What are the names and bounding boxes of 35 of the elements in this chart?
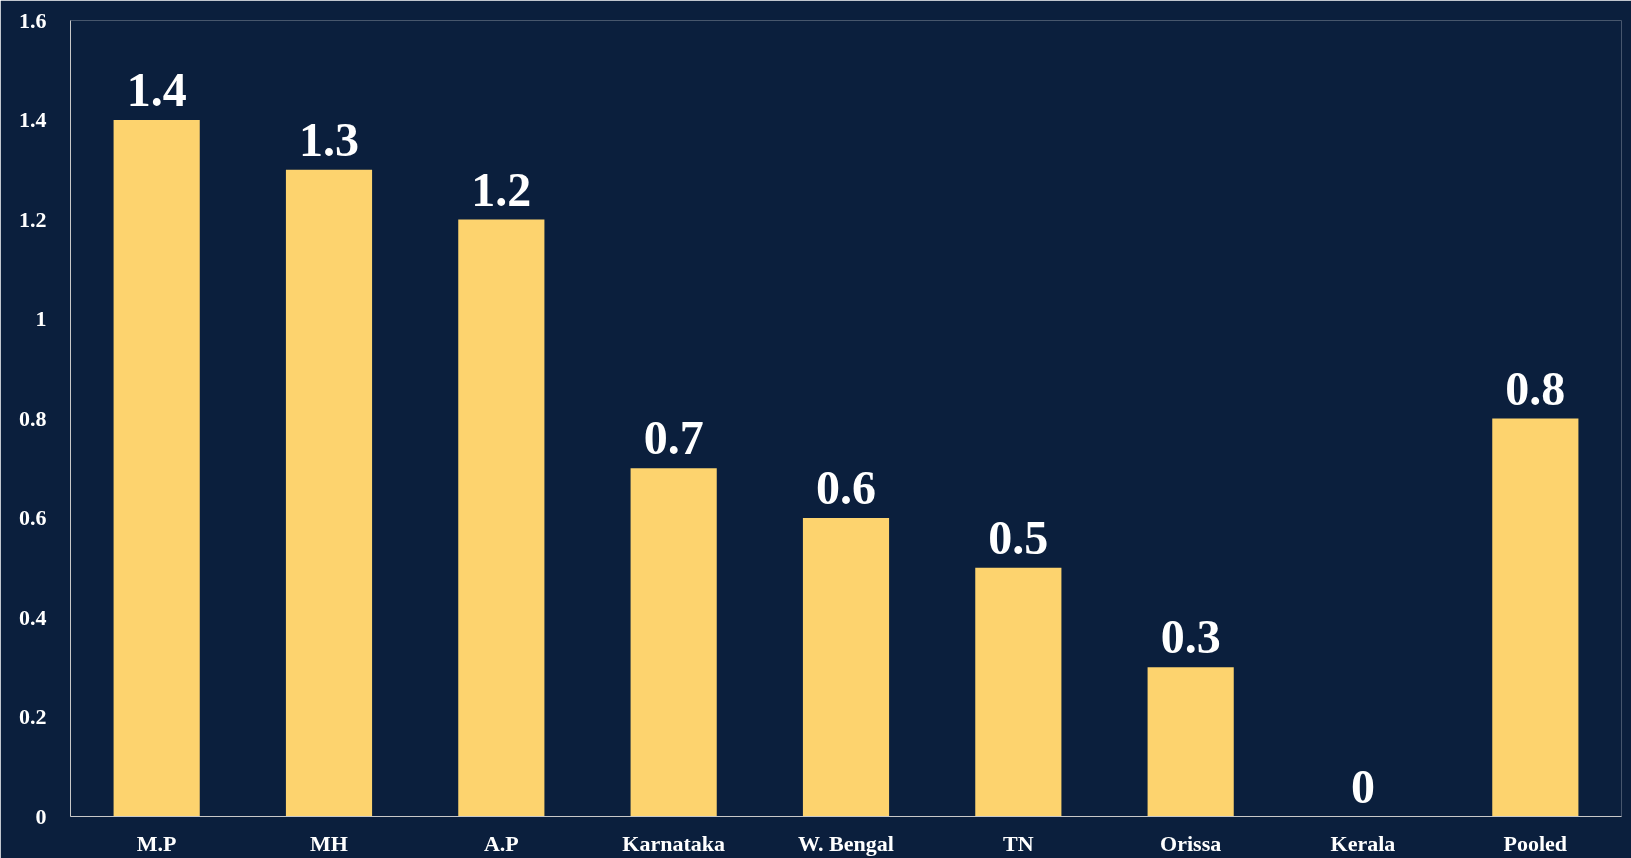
y-tick-label: 0: [35, 803, 47, 829]
data-label: 0.8: [1505, 361, 1566, 415]
data-label: 1.3: [299, 112, 359, 166]
x-tick-label: W. Bengal: [798, 830, 894, 856]
x-tick-label: Karnataka: [622, 830, 726, 856]
bar: [1147, 667, 1234, 817]
y-tick-label: 0.8: [19, 405, 47, 431]
y-tick-label: 0.2: [19, 704, 47, 729]
y-tick-label: 1.2: [19, 206, 47, 232]
x-tick-label: MH: [310, 830, 348, 856]
data-label: 0.5: [988, 510, 1049, 564]
y-tick-label: 1: [35, 306, 47, 331]
x-tick-label: TN: [1003, 830, 1034, 856]
data-label: 0.3: [1160, 610, 1221, 664]
y-tick-label: 1.4: [19, 107, 47, 132]
data-label: 0.7: [643, 411, 704, 465]
y-tick-label: 0.4: [19, 604, 47, 630]
bar: [458, 219, 545, 817]
data-label: 1.4: [126, 63, 187, 116]
x-tick-label: Kerala: [1330, 830, 1396, 856]
bar: [802, 518, 890, 817]
bar: [1492, 418, 1579, 817]
x-tick-label: Pooled: [1503, 830, 1568, 856]
y-tick-label: 1.6: [19, 7, 47, 33]
x-tick-label: A.P: [483, 830, 519, 856]
x-tick-label: M.P: [136, 830, 177, 856]
bar: [975, 567, 1062, 817]
data-label: 0.6: [816, 461, 876, 514]
y-tick-label: 0.6: [19, 505, 47, 530]
bar: [285, 169, 373, 817]
data-label: 0: [1351, 759, 1375, 813]
x-tick-label: Orissa: [1160, 830, 1222, 856]
data-label: 1.2: [471, 162, 532, 216]
bar: [630, 468, 717, 817]
bar: [113, 120, 200, 817]
